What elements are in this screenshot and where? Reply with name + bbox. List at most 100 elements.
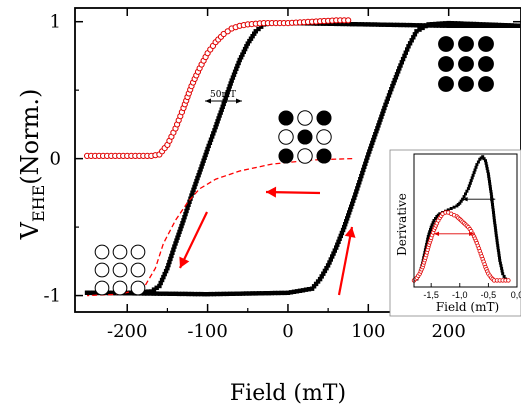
inset-data-point xyxy=(468,181,472,185)
series-1 xyxy=(84,20,521,297)
inset-layer: -1,5 -1,0 -0,5 0,0 Field (mT) Derivative xyxy=(389,149,521,317)
data-point xyxy=(185,205,190,211)
data-point xyxy=(163,268,169,274)
data-point xyxy=(384,99,389,104)
data-point xyxy=(353,22,358,27)
data-point xyxy=(195,291,201,297)
inset-data-point xyxy=(497,251,501,255)
data-point xyxy=(396,69,401,74)
filled-domain xyxy=(438,36,454,52)
inset-data-point xyxy=(488,179,491,183)
data-point xyxy=(385,22,390,27)
inset-data-point xyxy=(495,238,499,242)
data-point xyxy=(324,21,329,26)
inset-data-point xyxy=(425,240,429,244)
data-point xyxy=(241,49,246,54)
x-tick-label: -200 xyxy=(107,321,147,342)
inset-data-point xyxy=(497,253,501,257)
data-point xyxy=(327,21,332,26)
data-point xyxy=(88,290,93,296)
data-point xyxy=(407,22,413,28)
data-point xyxy=(180,291,185,297)
y-tick-label: 1 xyxy=(50,12,61,33)
x-tick-label: -100 xyxy=(187,321,227,342)
empty-domain xyxy=(112,262,128,278)
inset-data-point xyxy=(452,205,456,209)
data-point xyxy=(366,22,371,27)
data-point xyxy=(374,129,379,134)
width-annotation-label: 50mT xyxy=(210,90,236,100)
data-point xyxy=(189,291,194,297)
data-point xyxy=(368,146,373,151)
data-point xyxy=(186,202,191,207)
main-axes-layer: -200 -100 0 100 200 -1 0 1 Field (mT) VEHE(Norm.) xyxy=(16,7,521,406)
data-point xyxy=(349,204,354,209)
empty-domain xyxy=(130,244,146,260)
width-marker-head-right xyxy=(236,98,242,104)
inset-data-point xyxy=(499,264,503,268)
inset-data-point xyxy=(495,236,499,240)
data-point xyxy=(148,291,153,296)
data-point xyxy=(344,219,349,224)
empty-domain xyxy=(316,129,332,145)
data-point xyxy=(509,23,514,28)
data-point xyxy=(176,232,181,237)
inset-data-point xyxy=(487,177,491,181)
data-point xyxy=(192,291,198,297)
data-point xyxy=(379,114,384,119)
data-point xyxy=(183,291,188,297)
data-point xyxy=(380,111,385,116)
data-point xyxy=(186,291,191,297)
filled-domain xyxy=(316,110,332,126)
data-point xyxy=(459,21,464,26)
data-point xyxy=(167,259,172,265)
data-point xyxy=(426,22,431,27)
data-point xyxy=(373,132,378,137)
data-point xyxy=(203,152,208,158)
data-point xyxy=(210,134,215,139)
data-point xyxy=(272,290,278,296)
data-point xyxy=(183,211,188,217)
inset-data-point xyxy=(500,266,504,270)
inset-data-point xyxy=(492,211,495,214)
data-point xyxy=(215,119,220,124)
data-point xyxy=(352,195,357,200)
data-point xyxy=(348,207,353,212)
data-point xyxy=(206,143,211,149)
empty-domain xyxy=(94,262,110,278)
data-point xyxy=(282,290,287,296)
inset-data-point xyxy=(432,219,436,222)
data-point xyxy=(397,66,402,71)
sweep-arrow-left-head xyxy=(266,186,277,198)
data-point xyxy=(297,288,303,293)
data-point xyxy=(477,22,483,27)
data-point xyxy=(342,224,347,230)
inset-data-point xyxy=(465,189,469,193)
data-point xyxy=(340,227,346,233)
x-tick-label: 0 xyxy=(282,321,293,342)
data-point xyxy=(159,277,165,283)
data-point xyxy=(182,215,187,220)
data-point xyxy=(414,23,419,28)
data-point xyxy=(409,38,414,43)
inset-y-axis-title: Derivative xyxy=(395,193,409,256)
data-point xyxy=(321,271,326,276)
inset-data-point xyxy=(491,208,495,212)
data-point xyxy=(356,183,361,188)
data-point xyxy=(216,116,221,121)
inset-data-point xyxy=(496,248,500,252)
data-point xyxy=(343,222,348,227)
data-point xyxy=(452,23,458,28)
data-point xyxy=(370,140,375,146)
data-point xyxy=(245,41,250,46)
data-point xyxy=(324,266,329,271)
data-point xyxy=(240,291,246,296)
inset-frame xyxy=(413,153,518,288)
data-point xyxy=(234,66,239,71)
empty-domain xyxy=(94,280,110,296)
data-point xyxy=(173,241,178,246)
data-point xyxy=(433,21,438,27)
data-point xyxy=(363,161,368,166)
data-point xyxy=(407,41,413,46)
data-point xyxy=(202,155,207,160)
